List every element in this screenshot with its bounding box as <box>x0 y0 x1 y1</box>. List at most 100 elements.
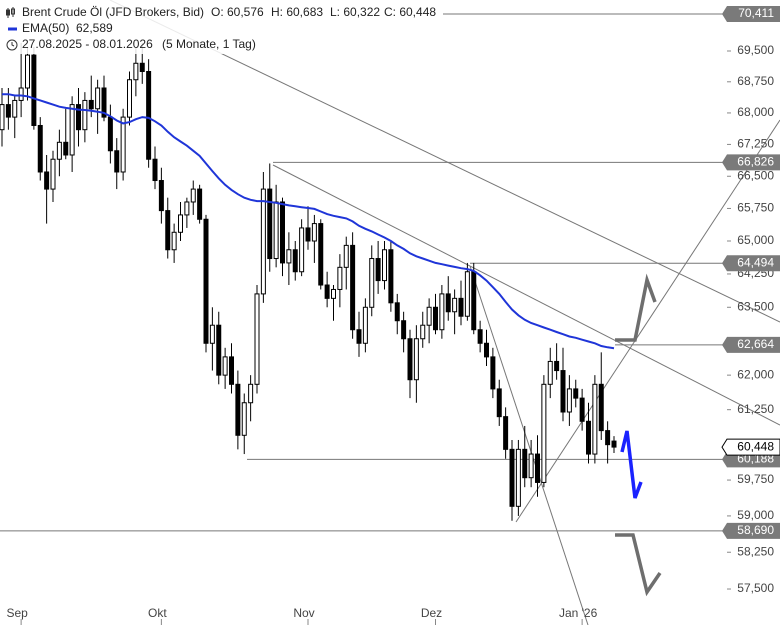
candle-body <box>12 99 18 118</box>
candle-body <box>139 62 145 72</box>
candle-icon <box>6 7 15 18</box>
level-label: 66,826 <box>737 155 774 169</box>
candle-body <box>413 338 419 381</box>
y-tick-label: 59,750 <box>737 472 774 486</box>
candle-body <box>107 116 113 152</box>
level-box <box>722 522 780 539</box>
candle-body <box>566 388 572 413</box>
trend-line <box>272 164 780 426</box>
candle-body <box>554 360 560 372</box>
candle-body <box>484 342 489 358</box>
candle-body <box>95 87 101 110</box>
candle-body <box>369 258 375 308</box>
candle-body <box>171 231 177 251</box>
candle-body <box>267 188 273 260</box>
candle-body <box>69 104 75 156</box>
y-tick-label: 57,500 <box>737 581 774 595</box>
level-box <box>722 255 780 272</box>
candle-body <box>222 356 228 376</box>
candle-body <box>260 188 266 295</box>
x-tick-label: Jan '26 <box>559 606 598 620</box>
y-axis: 57,500 58,250 59,000 59,750 61,250 62,000 63,5… <box>6 6 780 625</box>
candle-body <box>0 104 5 131</box>
candle-body <box>407 338 413 381</box>
candle-body <box>611 440 617 448</box>
candle-body <box>509 448 515 507</box>
level-label: 64,494 <box>737 255 774 269</box>
candle-body <box>273 201 279 260</box>
candle-body <box>439 293 445 331</box>
level-label: 70,411 <box>738 6 774 20</box>
candle-body <box>82 99 88 131</box>
candle-body <box>324 284 330 299</box>
level-label: 62,664 <box>737 337 774 351</box>
candle-body <box>120 116 126 173</box>
candle-body <box>216 324 222 376</box>
title: Brent Crude Öl (JFD Brokers, Bid) <box>22 5 204 19</box>
candle-body <box>541 383 547 483</box>
candle-body <box>362 306 368 344</box>
candle-body <box>152 158 158 182</box>
candle-body <box>490 356 496 390</box>
candle-body <box>127 79 132 118</box>
candle-body <box>241 402 247 436</box>
candle-body <box>496 388 502 418</box>
period-note: (5 Monate, 1 Tag) <box>162 37 256 51</box>
candle-body <box>350 244 356 331</box>
candle-body <box>343 244 349 268</box>
candle-body <box>114 150 120 173</box>
candle-body <box>76 104 81 131</box>
candle-body <box>503 416 509 450</box>
y-tick-label: 65,000 <box>737 233 774 247</box>
level-box <box>722 6 780 23</box>
candle-body <box>477 329 483 344</box>
candle-body <box>5 104 11 118</box>
candle-body <box>598 383 604 432</box>
y-tick-label: 65,750 <box>737 201 774 215</box>
candle-body <box>44 171 50 190</box>
candle-body <box>190 188 196 203</box>
candle-body <box>388 249 394 304</box>
y-tick-label: 66,500 <box>737 168 774 182</box>
x-tick-label: Sep <box>6 606 28 620</box>
candle-body <box>605 430 611 446</box>
candle-body <box>158 180 164 212</box>
candle-body <box>197 188 203 220</box>
candle-body <box>50 158 56 190</box>
level-label: 58,690 <box>737 523 774 537</box>
candle-body <box>146 70 152 160</box>
level-box <box>722 154 780 171</box>
candle-body <box>229 356 234 385</box>
clock-icon <box>6 39 18 51</box>
candle-body <box>235 383 241 436</box>
header-close: C: 60,448 <box>384 5 436 19</box>
candle-body <box>318 223 324 286</box>
candle-body <box>356 329 362 344</box>
header-open: O: 60,576 <box>211 5 264 19</box>
candle-body <box>311 223 317 242</box>
header-low: L: 60,322 <box>330 5 380 19</box>
y-tick-label: 68,000 <box>737 105 774 119</box>
candle-body <box>445 293 451 313</box>
trend-line <box>515 119 780 523</box>
candle-body <box>464 271 470 317</box>
candle-body <box>133 62 139 81</box>
arrow-down <box>615 533 662 597</box>
levels <box>0 13 727 532</box>
candle-body <box>337 266 343 290</box>
candle-body <box>420 324 426 340</box>
period: 27.08.2025 - 08.01.2026 <box>22 37 153 51</box>
candle-body <box>88 99 94 110</box>
candle-body <box>286 249 292 264</box>
candle-body <box>292 249 298 273</box>
candle-body <box>573 388 579 399</box>
candle-body <box>63 141 69 156</box>
arrow-forecast <box>620 430 643 499</box>
candle-body <box>560 370 566 413</box>
candle-body <box>299 227 305 273</box>
x-tick-label: Okt <box>148 606 167 620</box>
x-tick-label: Dez <box>421 606 442 620</box>
candle-body <box>178 214 183 233</box>
candle-body <box>382 249 387 282</box>
